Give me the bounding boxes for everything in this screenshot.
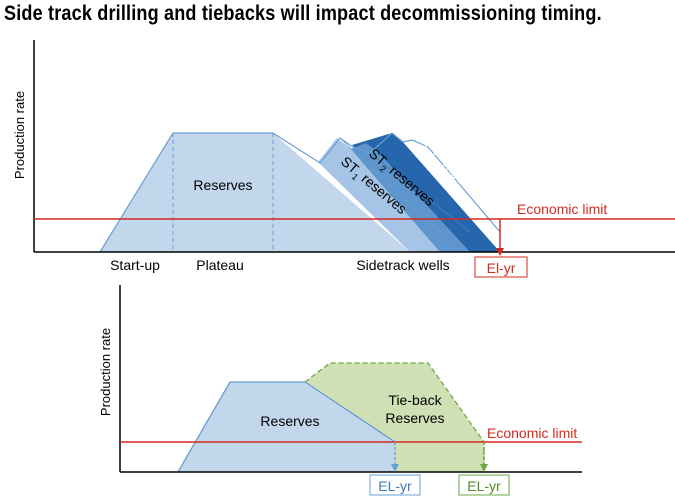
bottom-reserves-label: Reserves xyxy=(260,413,319,429)
bottom-el-yr-blue-label: EL-yr xyxy=(378,478,412,494)
top-diagram: Economic limit El-yr Production rate Res… xyxy=(12,40,675,278)
top-el-yr-box xyxy=(474,256,528,278)
tieback-outline xyxy=(304,362,485,470)
st1-reserves-area xyxy=(318,138,440,252)
bottom-el-yr-blue-arrowhead xyxy=(391,464,399,472)
bottom-el-yr-green-box xyxy=(458,474,510,496)
reserves-area xyxy=(100,133,410,252)
bottom-economic-limit-label: Economic limit xyxy=(487,425,577,441)
headline: Side track drilling and tiebacks will im… xyxy=(4,2,602,25)
top-el-yr-label: El-yr xyxy=(487,260,516,276)
st3-reserves-area xyxy=(352,133,500,252)
tieback-reserves-area xyxy=(305,363,484,472)
bottom-y-axis-label: Production rate xyxy=(98,328,113,416)
bottom-reserves-outline xyxy=(177,381,396,473)
sidetrack-label: Sidetrack wells xyxy=(356,257,449,273)
bottom-diagram: Economic limit EL-yr EL-yr Production ra… xyxy=(98,285,582,496)
tieback-label-line2: Reserves xyxy=(385,410,444,426)
bottom-el-yr-green-arrowhead xyxy=(480,464,488,472)
startup-label: Start-up xyxy=(110,257,160,273)
top-economic-limit-label: Economic limit xyxy=(517,201,607,217)
reserves-outline xyxy=(99,132,501,253)
top-reserves-label: Reserves xyxy=(193,177,252,193)
st1-outline xyxy=(339,137,441,233)
bottom-el-yr-green-label: EL-yr xyxy=(467,478,501,494)
top-y-axis-label: Production rate xyxy=(12,91,27,179)
bottom-reserves-area xyxy=(178,382,395,472)
tieback-label-line1: Tie-back xyxy=(388,392,442,408)
plateau-label: Plateau xyxy=(196,257,243,273)
bottom-el-yr-blue-box xyxy=(369,474,421,496)
